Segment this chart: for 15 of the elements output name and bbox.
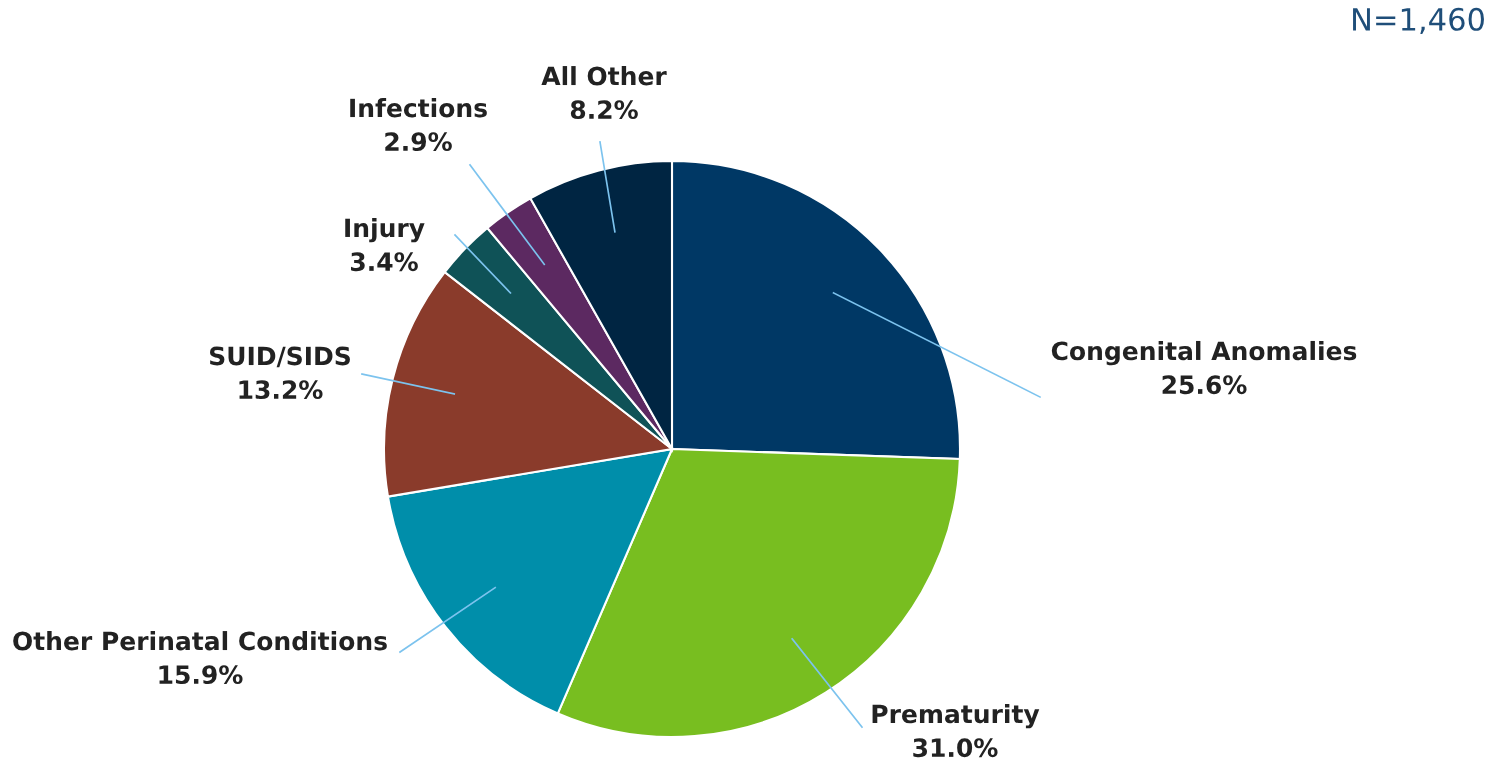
slice-label: Other Perinatal Conditions	[13, 631, 387, 651]
slice-label: Congenital Anomalies	[1051, 340, 1357, 366]
slice-label: Infections	[350, 98, 487, 118]
slice-label: Injury	[345, 217, 425, 243]
text: N=1,460	[1353, 7, 1484, 34]
data-label: 8.2%	[570, 100, 638, 120]
data-label: 2.9%	[385, 132, 452, 152]
data-label: 25.6%	[1162, 375, 1247, 395]
data-label: 13.2%	[239, 380, 323, 400]
data-label: 31.0%	[913, 738, 998, 758]
data-label: 3.4%	[351, 252, 418, 272]
slice-label: All Other	[541, 66, 667, 86]
data-label: 15.9%	[159, 665, 243, 685]
slice-label: SUID/SIDS	[210, 346, 350, 368]
slice-label: Prematurity	[872, 703, 1040, 729]
